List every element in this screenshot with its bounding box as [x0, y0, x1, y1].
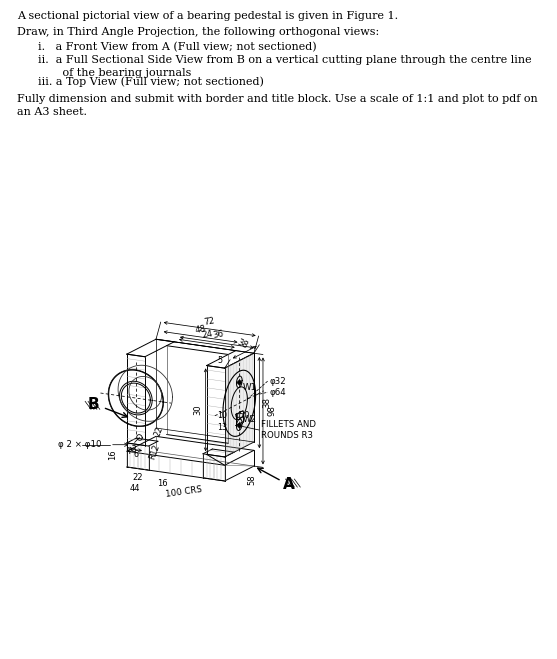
Text: FILLETS AND
ROUNDS R3: FILLETS AND ROUNDS R3: [261, 420, 316, 440]
Text: B: B: [87, 397, 99, 412]
Text: R12: R12: [148, 443, 162, 461]
Text: φ 2 × φ10: φ 2 × φ10: [58, 440, 101, 449]
Text: 30: 30: [194, 405, 203, 415]
Text: 24: 24: [201, 330, 213, 341]
Text: ii.  a Full Sectional Side View from B on a vertical cutting plane through the c: ii. a Full Sectional Side View from B on…: [31, 55, 531, 78]
Text: 48: 48: [194, 324, 207, 335]
Text: 16: 16: [157, 479, 168, 488]
Text: A: A: [282, 476, 295, 492]
Text: Fully dimension and submit with border and title block. Use a scale of 1:1 and p: Fully dimension and submit with border a…: [17, 94, 538, 117]
Text: φ3: φ3: [126, 445, 137, 455]
Text: φ64: φ64: [270, 387, 286, 397]
Text: 100 CRS: 100 CRS: [165, 484, 202, 499]
Text: 98: 98: [268, 405, 277, 416]
Text: iii. a Top View (Full view; not sectioned): iii. a Top View (Full view; not sectione…: [31, 76, 263, 86]
Text: A sectional pictorial view of a bearing pedestal is given in Figure 1.: A sectional pictorial view of a bearing …: [17, 11, 398, 21]
Text: 22: 22: [133, 473, 143, 482]
Text: Draw, in Third Angle Projection, the following orthogonal views:: Draw, in Third Angle Projection, the fol…: [17, 27, 379, 37]
Text: 38: 38: [262, 397, 271, 408]
Text: 44: 44: [129, 484, 140, 493]
Text: 38: 38: [236, 337, 250, 350]
Text: 13: 13: [218, 424, 228, 432]
Text: φ50: φ50: [235, 411, 251, 420]
Text: 58: 58: [248, 474, 257, 485]
Text: 22: 22: [152, 425, 164, 438]
Text: W2: W2: [243, 415, 257, 424]
Text: φ32: φ32: [270, 377, 286, 386]
Text: W1: W1: [243, 383, 257, 392]
Text: i.   a Front View from A (Full view; not sectioned): i. a Front View from A (Full view; not s…: [31, 42, 316, 52]
Text: 72: 72: [203, 316, 216, 327]
Text: 5: 5: [218, 356, 223, 365]
Text: 6: 6: [133, 450, 138, 459]
Text: 16: 16: [108, 449, 117, 460]
Text: 10: 10: [218, 411, 228, 420]
Text: 36: 36: [213, 330, 225, 341]
